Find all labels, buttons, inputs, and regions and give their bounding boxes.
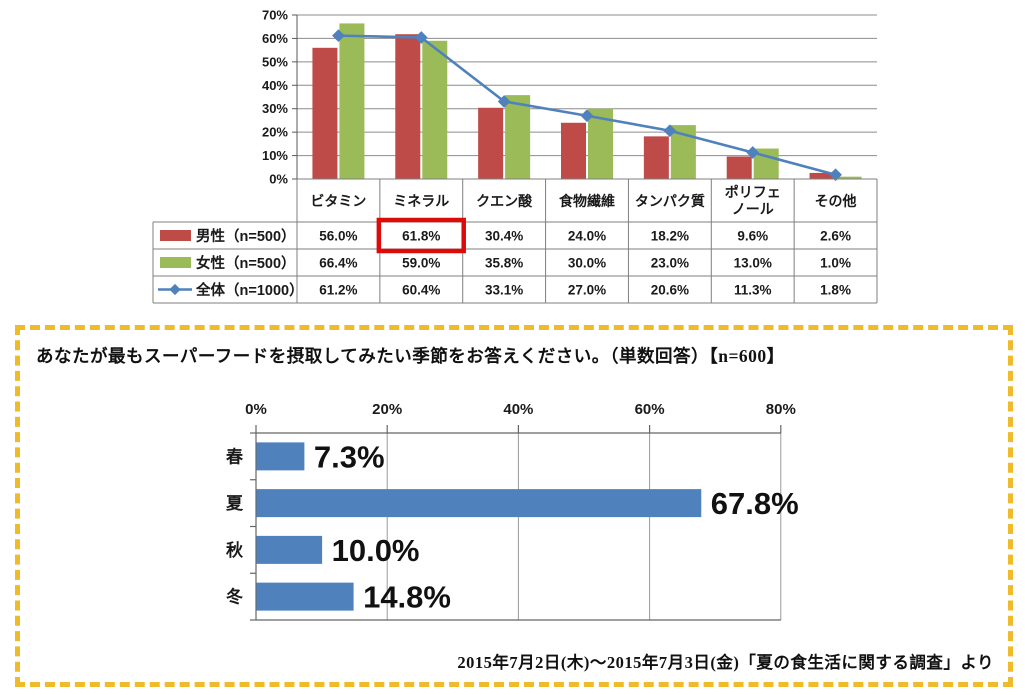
x-tick-label-20: 20% [372,401,402,418]
y-tick-label-40: 40% [262,78,288,93]
cell-r1-c1: 59.0% [402,256,440,271]
season-label-1: 夏 [226,494,244,513]
category-label-0: ビタミン [310,193,366,209]
cell-r2-c0: 61.2% [319,283,357,298]
bar-male-6 [809,172,835,179]
y-gridlines [292,14,877,180]
season-bar-3 [256,582,354,611]
cell-r0-c5: 9.6% [737,229,768,244]
cell-r2-c4: 20.6% [651,283,689,298]
y-tick-label-20: 20% [262,125,288,140]
season-value-0: 7.3% [314,439,385,474]
legend-swatch-0 [160,230,191,241]
cell-r0-c2: 30.4% [485,229,523,244]
y-tick-label-50: 50% [262,54,288,69]
plot-borders [250,432,781,621]
y-tick-label-10: 10% [262,148,288,163]
bar-male-0 [312,47,338,179]
highlight-box [376,217,466,254]
category-label-2: クエン酸 [476,193,533,209]
y-tick-label-70: 70% [262,8,288,23]
cell-r0-c0: 56.0% [319,229,357,244]
legend-label-1: 女性（n=500） [196,254,296,272]
y-axis-labels: 0% 10% 20% 30% 40% 50% 60% 70% [262,8,288,187]
bar-series [312,23,862,180]
data-table [152,178,878,304]
season-label-0: 春 [226,446,243,466]
category-label-6: その他 [815,193,857,209]
season-survey-panel: あなたが最もスーパーフードを摂取してみたい季節をお答えください。（単数回答）【n… [15,325,1013,687]
season-bar-0 [256,442,305,471]
x-tick-label-40: 40% [503,401,533,418]
line-marker-1 [414,31,428,44]
bar-male-3 [561,122,586,179]
bar-male-4 [643,136,669,179]
line-marker-2 [497,95,511,108]
season-value-3: 14.8% [363,580,451,615]
y-tick-label-60: 60% [262,31,288,46]
season-value-2: 10.0% [332,533,420,568]
season-label-3: 冬 [226,587,243,607]
y-tick-label-30: 30% [262,101,288,116]
season-bar-1 [256,489,702,518]
category-label-5: ポリフェノール [725,184,781,217]
bar-female-6 [836,176,862,179]
category-label-3: 食物繊維 [559,193,615,209]
cell-r2-c1: 60.4% [402,283,440,298]
cell-r2-c2: 33.1% [485,283,523,298]
cell-r1-c0: 66.4% [319,256,357,271]
legend-label-2: 全体（n=1000） [195,281,304,299]
season-value-1: 67.8% [711,486,799,521]
legend: 男性（n=500） 女性（n=500） 全体（n=1000） [158,227,304,299]
season-label-2: 秋 [226,540,244,560]
cell-r2-c3: 27.0% [568,283,606,298]
cell-r1-c5: 13.0% [734,256,772,271]
x-gridlines [386,433,782,620]
season-bar-2 [256,535,323,564]
cell-r1-c6: 1.0% [820,256,851,271]
cell-r0-c4: 18.2% [651,229,689,244]
season-rows: 春 7.3% 夏 67.8% 秋 10.0% 冬 14.8% [226,439,799,614]
bar-female-0 [339,23,365,180]
bar-male-2 [478,107,504,179]
nutrients-combo-chart: 0% 10% 20% 30% 40% 50% 60% 70% ビタミン ミネラル クエン酸 食物繊維 タ… [152,8,878,304]
bar-female-1 [422,40,448,180]
cell-r1-c4: 23.0% [651,256,689,271]
season-question-title: あなたが最もスーパーフードを摂取してみたい季節をお答えください。（単数回答）【n… [36,346,785,366]
x-tick-label-60: 60% [635,401,665,418]
value-axis: 0% 20% 40% 60% 80% [245,401,796,433]
x-tick-label-0: 0% [245,401,267,418]
bar-male-1 [395,34,421,179]
season-bar-chart: 0% 20% 40% 60% 80% 春 7.3% 夏 67.8% 秋 10.0% 冬 14.8% [226,401,799,621]
bar-male-5 [726,156,752,179]
legend-line-marker [169,283,181,296]
category-headers: ビタミン ミネラル クエン酸 食物繊維 タンパク質 ポリフェノール その他 [310,184,856,217]
cell-r1-c2: 35.8% [485,256,523,271]
x-tick-label-80: 80% [766,401,796,418]
y-tick-label-0: 0% [269,172,288,187]
category-label-4: タンパク質 [635,193,705,209]
cell-r0-c1: 61.8% [402,229,440,244]
cell-r0-c6: 2.6% [820,229,851,244]
cell-r0-c3: 24.0% [568,229,606,244]
category-label-1: ミネラル [393,193,449,209]
cell-r1-c3: 30.0% [568,256,606,271]
cell-r2-c6: 1.8% [820,283,851,298]
table-values: 56.0% 61.8% 30.4% 24.0% 18.2% 9.6% 2.6% 66.4% 59… [319,229,851,298]
legend-label-0: 男性（n=500） [196,227,296,245]
legend-swatch-1 [160,257,191,268]
survey-source-note: 2015年7月2日(木)～2015年7月3日(金)「夏の食生活に関する調査」より [457,653,994,672]
cell-r2-c5: 11.3% [734,283,772,298]
bar-female-2 [505,95,531,179]
